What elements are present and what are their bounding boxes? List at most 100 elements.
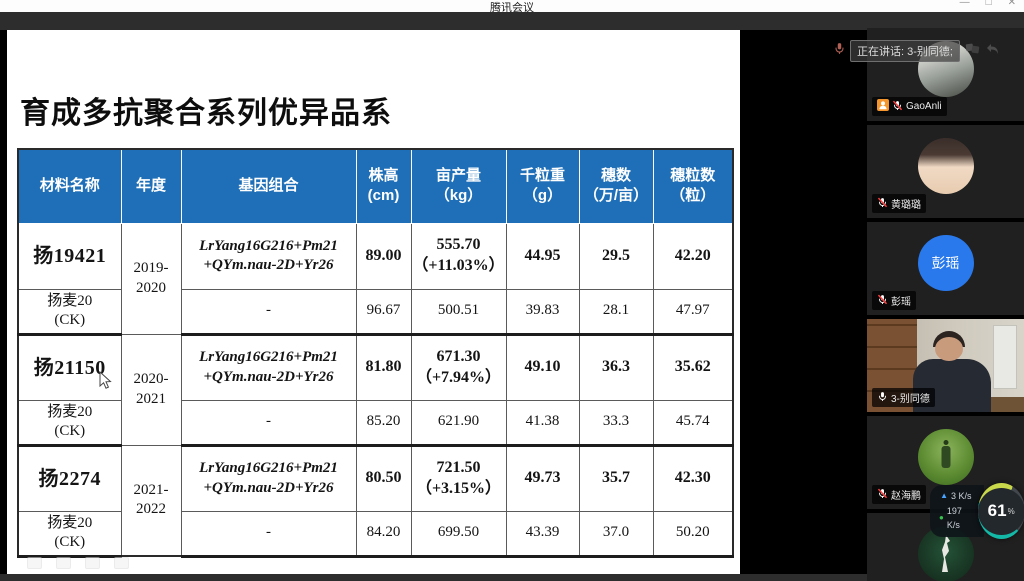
gauge-unit: %: [1007, 506, 1015, 516]
statue-shape: [941, 534, 950, 572]
spikes-cell: 35.7: [578, 444, 654, 512]
ck-height-cell: 84.20: [355, 510, 412, 558]
top-dark-bar: [0, 12, 1024, 30]
ck-name-cell: 扬麦20 (CK): [17, 510, 122, 558]
participant-name: 彭瑶: [891, 297, 911, 308]
table-row: 扬2274 2021- 2022 LrYang16G216+Pm21 +QYm.…: [17, 444, 734, 557]
participant-tile-pengyao[interactable]: 彭瑶 彭瑶: [867, 222, 1024, 315]
height-cell: 80.50: [355, 444, 412, 512]
network-monitor-widget[interactable]: ▲ 3 K/s ● 197 K/s 61 %: [930, 483, 1024, 539]
height-cell: 81.80: [355, 333, 412, 401]
window-controls: — □ ✕: [960, 0, 1016, 8]
participant-label: 彭瑶: [872, 291, 916, 310]
muted-mic-icon: [877, 197, 888, 211]
video-layout-icon[interactable]: [964, 41, 981, 61]
line-name-cell: 扬2274: [17, 444, 122, 512]
video-person-head: [935, 337, 963, 361]
muted-mic-icon: [877, 294, 888, 308]
ck-height-cell: 85.20: [355, 399, 412, 447]
next-slide-icon[interactable]: [56, 557, 71, 569]
muted-mic-icon: [892, 100, 903, 114]
network-speeds: ▲ 3 K/s ● 197 K/s: [930, 485, 984, 537]
prev-slide-icon[interactable]: [27, 557, 42, 569]
muted-mic-icon: [877, 488, 888, 502]
tkw-cell: 49.10: [505, 333, 580, 401]
ck-grains-cell: 50.20: [652, 510, 734, 558]
participant-tile-huanglulu[interactable]: 黄璐璐: [867, 125, 1024, 218]
upload-speed: 3 K/s: [950, 491, 972, 502]
header-yield: 亩产量 （kg）: [410, 148, 507, 224]
ck-spikes-cell: 28.1: [578, 288, 654, 336]
active-mic-icon: [877, 391, 888, 405]
pen-tool-icon[interactable]: [85, 557, 100, 569]
table-row: 扬21150 2020- 2021 LrYang16G216+Pm21 +QYm…: [17, 333, 734, 446]
participant-tile-hanjiahui[interactable]: 韩佳慧: [867, 513, 1024, 581]
table-row-ck: 扬麦20 (CK) - 96.67 500.51 39.83 28.1 47.9…: [17, 288, 734, 336]
ck-name-cell: 扬麦20 (CK): [17, 288, 122, 336]
ck-tkw-cell: 41.38: [505, 399, 580, 447]
table-header-row: 材料名称 年度 基因组合 株高 (cm) 亩产量 （kg） 千粒重 （g） 穗数…: [17, 148, 734, 224]
ck-grains-cell: 45.74: [652, 399, 734, 447]
table-row-ck: 扬麦20 (CK) - 84.20 699.50 43.39 37.0 50.2…: [17, 510, 734, 558]
laser-tool-icon[interactable]: [114, 557, 129, 569]
avatar: [917, 137, 974, 194]
spikes-cell: 36.3: [578, 333, 654, 401]
year-cell: 2019- 2020: [120, 222, 182, 335]
grains-cell: 42.30: [652, 444, 734, 512]
tkw-cell: 49.73: [505, 444, 580, 512]
yield-cell: 671.30 （+7.94%）: [410, 333, 507, 401]
avatar-figure: [941, 439, 950, 468]
participant-label: 黄璐璐: [872, 194, 926, 213]
slide-title: 育成多抗聚合系列优异品系: [20, 97, 392, 130]
participant-name: 3-别同德: [891, 394, 930, 405]
gauge-value: 61: [987, 501, 1007, 520]
participant-name: 黄璐璐: [891, 200, 921, 211]
ck-tkw-cell: 39.83: [505, 288, 580, 336]
upload-arrow-icon: ▲: [940, 491, 948, 501]
tkw-cell: 44.95: [505, 222, 580, 290]
gene-cell: LrYang16G216+Pm21 +QYm.nau-2D+Yr26: [180, 222, 357, 290]
avatar: [917, 428, 974, 485]
download-dot-icon: ●: [939, 512, 944, 522]
window-title: 腾讯会议: [490, 2, 534, 12]
window-titlebar: 腾讯会议: [0, 0, 1024, 12]
bottom-dark-bar: [0, 574, 1024, 581]
ck-gene-cell: -: [180, 288, 357, 336]
speaking-mic-icon: [833, 42, 846, 60]
grains-cell: 42.20: [652, 222, 734, 290]
header-height: 株高 (cm): [355, 148, 412, 224]
header-tkw: 千粒重 （g）: [505, 148, 580, 224]
ck-tkw-cell: 43.39: [505, 510, 580, 558]
video-ac-unit: [993, 325, 1017, 389]
ck-yield-cell: 621.90: [410, 399, 507, 447]
table-row: 扬19421 2019- 2020 LrYang16G216+Pm21 +QYm…: [17, 222, 734, 335]
yield-cell: 555.70 （+11.03%）: [410, 222, 507, 290]
maximize-button[interactable]: □: [985, 0, 992, 8]
ck-name-cell: 扬麦20 (CK): [17, 399, 122, 447]
year-cell: 2020- 2021: [120, 333, 182, 446]
header-material: 材料名称: [17, 148, 122, 224]
year-cell: 2021- 2022: [120, 444, 182, 557]
participant-label: 3-别同德: [872, 388, 935, 407]
ck-gene-cell: -: [180, 510, 357, 558]
undo-arrow-icon[interactable]: [985, 42, 1000, 61]
spikes-cell: 29.5: [578, 222, 654, 290]
ck-yield-cell: 699.50: [410, 510, 507, 558]
performance-gauge[interactable]: 61 %: [977, 483, 1024, 539]
participant-label: 赵海鹏: [872, 485, 926, 504]
participant-label: GaoAnli: [872, 97, 947, 116]
minimize-button[interactable]: —: [959, 0, 970, 8]
yield-cell: 721.50 （+3.15%）: [410, 444, 507, 512]
header-grains: 穗粒数 （粒）: [652, 148, 734, 224]
close-button[interactable]: ✕: [1007, 0, 1016, 8]
shared-slide: 育成多抗聚合系列优异品系 材料名称 年度 基因组合 株高 (cm) 亩产量 （k…: [7, 30, 740, 574]
avatar: 彭瑶: [917, 234, 974, 291]
results-table: 材料名称 年度 基因组合 株高 (cm) 亩产量 （kg） 千粒重 （g） 穗数…: [17, 148, 734, 558]
participant-tile-bietongde[interactable]: 3-别同德: [867, 319, 1024, 412]
header-spikes: 穗数 （万/亩）: [578, 148, 654, 224]
member-badge-icon: [877, 99, 889, 114]
participant-name: 赵海鹏: [891, 491, 921, 502]
ck-spikes-cell: 33.3: [578, 399, 654, 447]
ck-grains-cell: 47.97: [652, 288, 734, 336]
mouse-cursor: [99, 370, 112, 395]
